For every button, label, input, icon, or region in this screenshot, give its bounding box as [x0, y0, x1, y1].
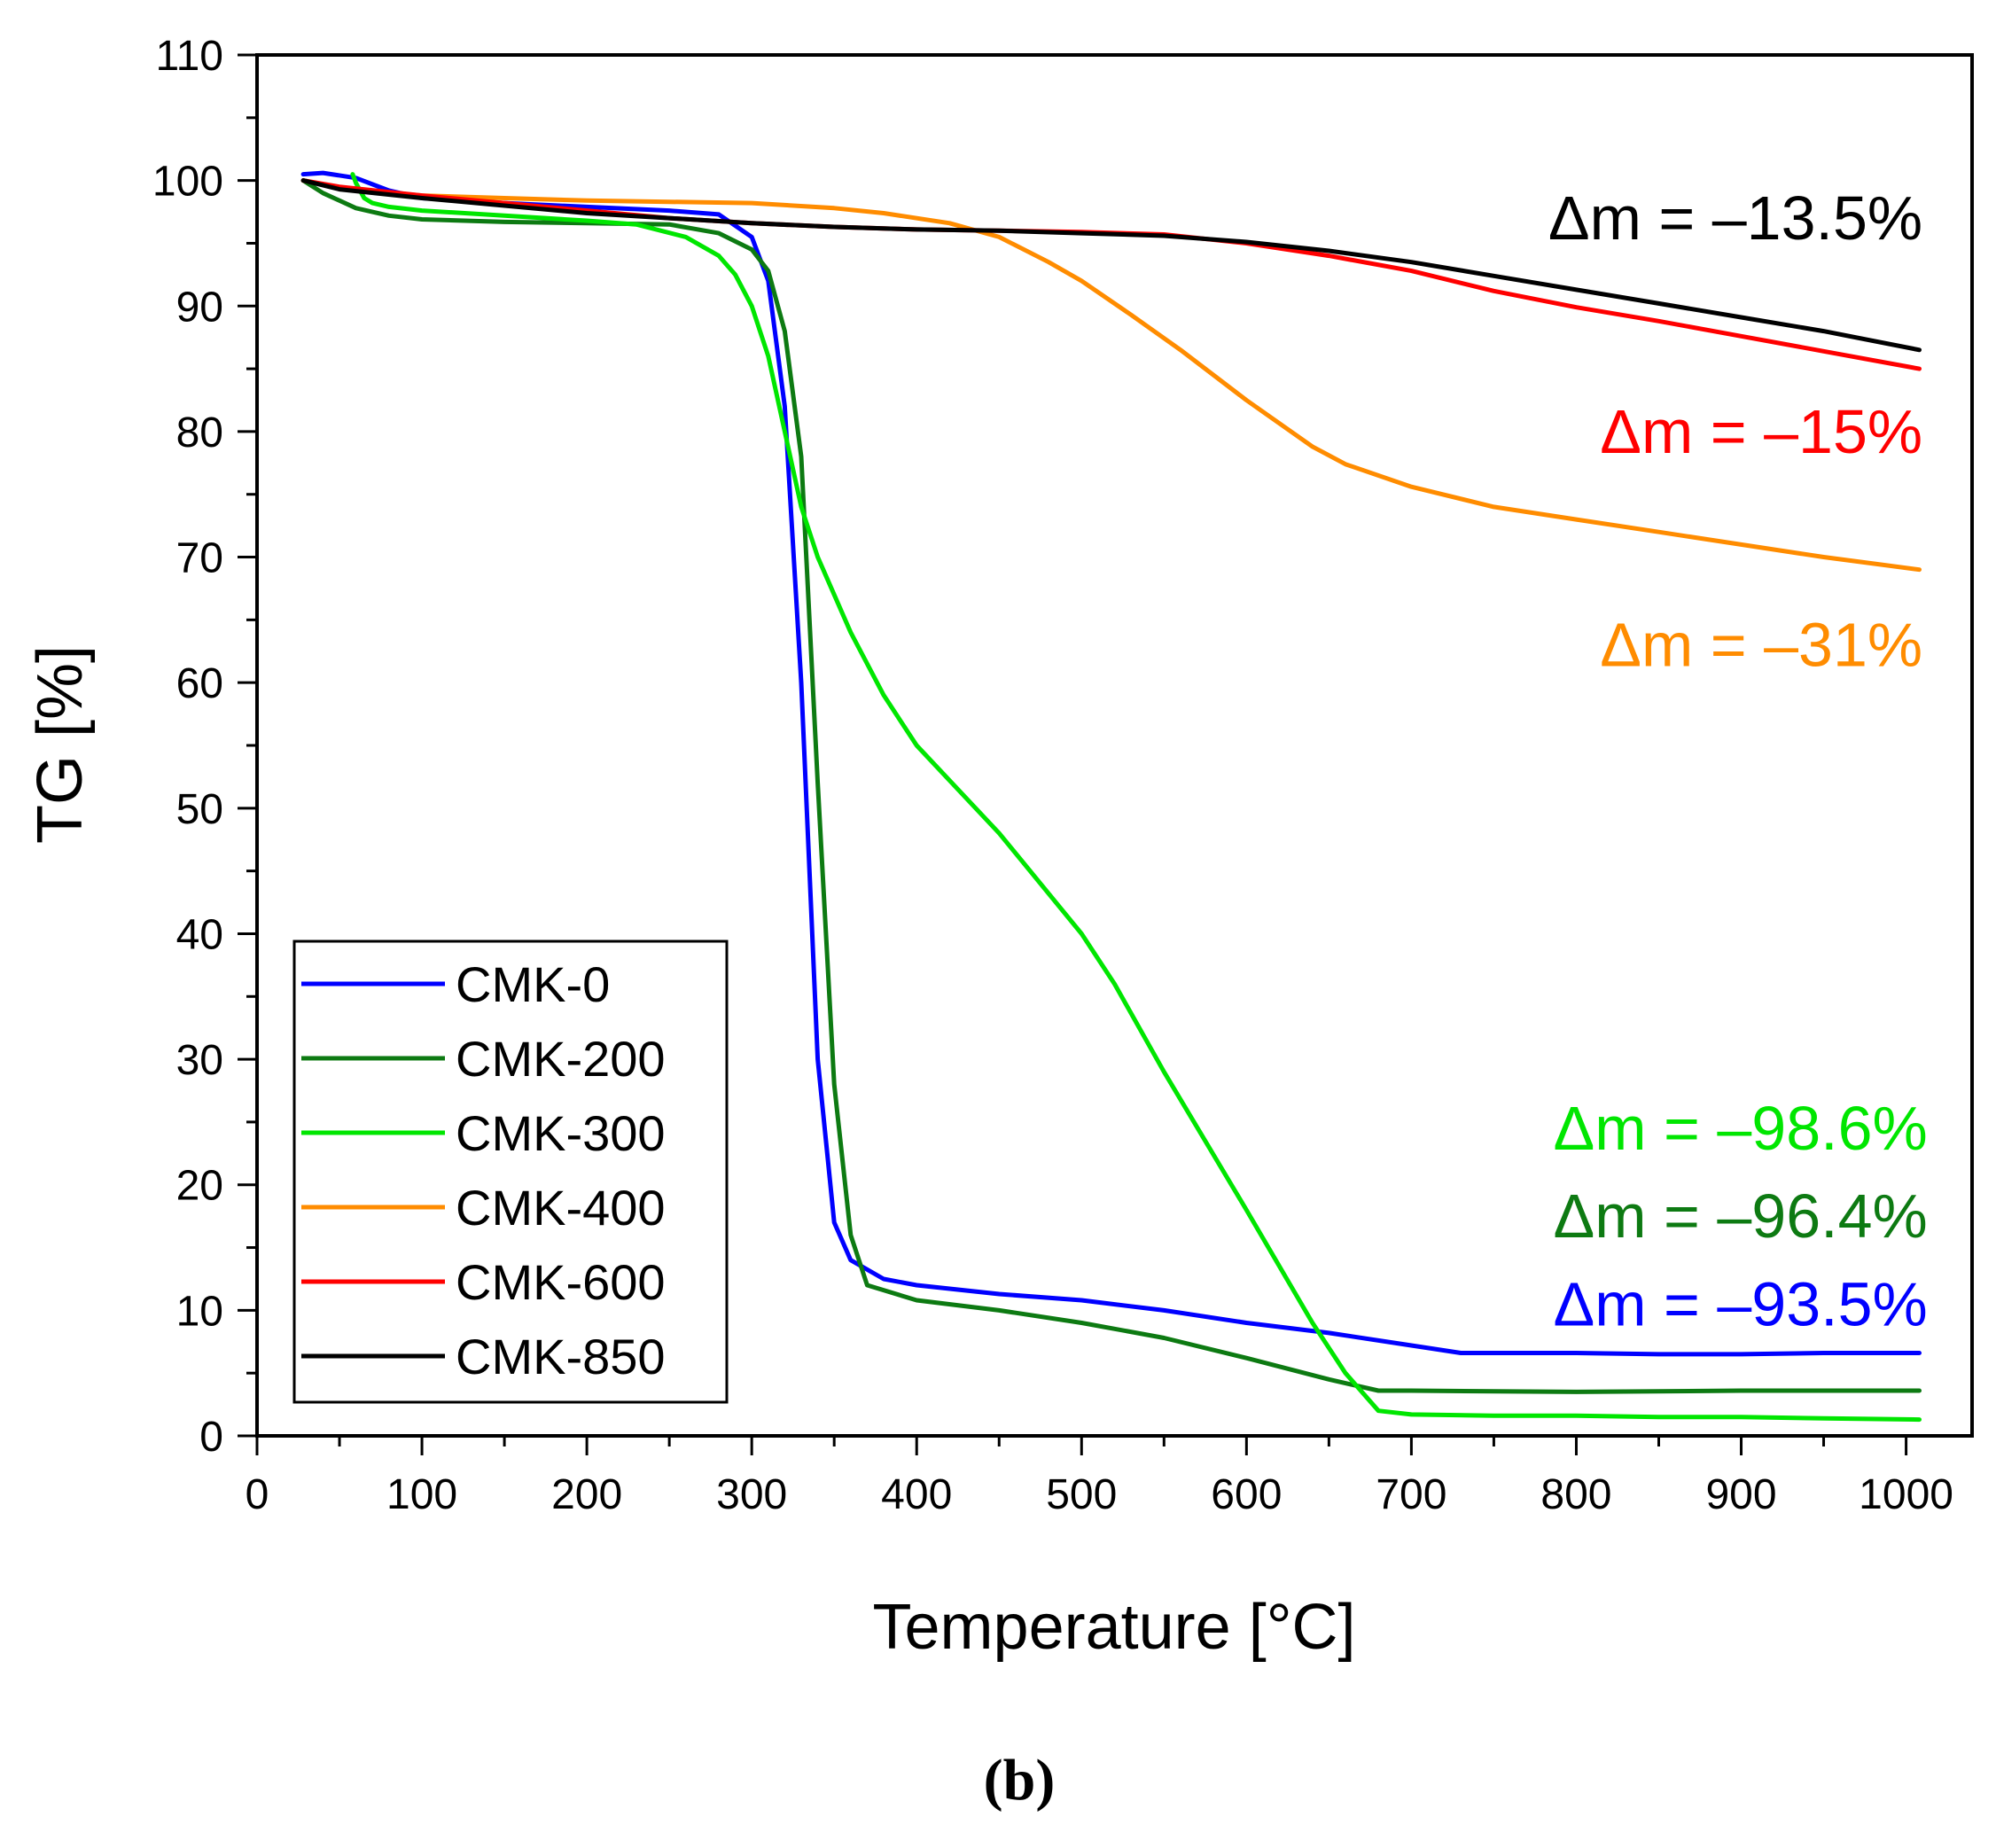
series-layer — [300, 170, 1922, 1423]
series-line-cmk-300 — [350, 172, 1922, 1423]
mass-loss-annotation: Δm = –31% — [1600, 611, 1922, 680]
y-tick-label: 40 — [176, 911, 223, 958]
y-tick-label: 0 — [199, 1414, 223, 1461]
y-axis-title: TG [%] — [25, 645, 96, 844]
x-tick-label: 500 — [1046, 1471, 1117, 1518]
x-axis-title: Temperature [°C] — [873, 1592, 1356, 1663]
y-tick-label: 110 — [155, 33, 223, 80]
y-tick-label: 90 — [176, 284, 223, 331]
legend-label: CMK-850 — [456, 1329, 666, 1384]
x-axis-ticks: 0 100 200 300 400 500 600 700 800 900 1000 — [246, 1436, 1953, 1518]
legend-label: CMK-0 — [456, 956, 610, 1012]
x-tick-label: 300 — [716, 1471, 787, 1518]
legend: CMK-0 CMK-200 CMK-300 CMK-400 CMK-600 CMK-850 — [292, 940, 729, 1404]
mass-loss-annotation: Δm = –13.5% — [1548, 183, 1922, 253]
mass-loss-annotation: Δm = –15% — [1600, 397, 1922, 466]
x-tick-label: 100 — [386, 1471, 457, 1518]
legend-label: CMK-200 — [456, 1031, 666, 1087]
y-tick-label: 60 — [176, 660, 223, 707]
mass-loss-annotation: Δm = –93.5% — [1553, 1269, 1927, 1338]
x-tick-label: 200 — [551, 1471, 622, 1518]
x-tick-label: 900 — [1705, 1471, 1776, 1518]
legend-label: CMK-400 — [456, 1180, 666, 1236]
y-axis-ticks: 0 10 20 30 40 50 60 70 80 90 100 110 — [152, 33, 257, 1461]
y-tick-label: 30 — [176, 1037, 223, 1084]
x-tick-label: 800 — [1540, 1471, 1611, 1518]
panel-label: (b) — [984, 1748, 1056, 1813]
legend-label: CMK-600 — [456, 1254, 666, 1310]
x-tick-label: 700 — [1376, 1471, 1446, 1518]
mass-loss-annotation: Δm = –96.4% — [1553, 1181, 1927, 1251]
mass-loss-annotation: Δm = –98.6% — [1553, 1094, 1927, 1163]
x-tick-label: 0 — [246, 1471, 269, 1518]
y-tick-label: 100 — [152, 159, 223, 206]
series-line-cmk-850 — [300, 178, 1922, 353]
legend-label: CMK-300 — [456, 1105, 666, 1161]
y-tick-label: 10 — [176, 1288, 223, 1335]
x-tick-label: 1000 — [1859, 1471, 1953, 1518]
x-tick-label: 400 — [881, 1471, 952, 1518]
annotation-layer: Δm = –13.5% Δm = –15% Δm = –31% Δm = –98.6%… — [1548, 183, 1928, 1338]
y-tick-label: 50 — [176, 786, 223, 833]
y-tick-label: 70 — [176, 535, 223, 582]
y-tick-label: 80 — [176, 409, 223, 456]
legend-box — [292, 940, 729, 1404]
y-tick-label: 20 — [176, 1163, 223, 1210]
x-tick-label: 600 — [1211, 1471, 1282, 1518]
series-line-cmk-400 — [300, 178, 1922, 573]
